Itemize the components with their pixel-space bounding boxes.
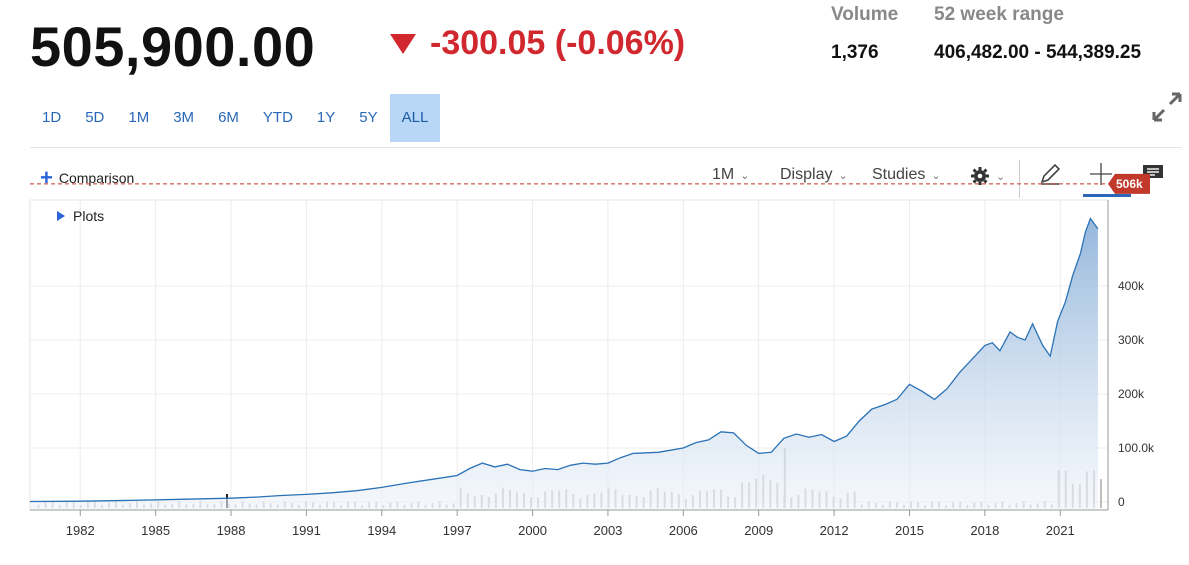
x-tick-label: 1985 [141,523,170,538]
x-tick-label: 2003 [593,523,622,538]
y-tick-label: 400k [1118,279,1145,293]
x-tick-label: 1997 [443,523,472,538]
interval-label: 1M [712,166,735,183]
x-tick-label: 1994 [367,523,396,538]
x-tick-label: 1991 [292,523,321,538]
x-tick-label: 2012 [820,523,849,538]
down-arrow-icon [390,33,416,54]
expand-icon[interactable] [1150,90,1184,124]
plots-label: Plots [73,208,105,224]
display-label: Display [780,166,833,183]
y-tick-label: 0 [1118,495,1125,509]
range-tabs: 1D 5D 1M 3M 6M YTD 1Y 5Y ALL [30,94,441,142]
plots-toggle[interactable]: Plots [57,208,104,224]
display-dropdown[interactable]: Display ⌄ [780,166,848,184]
range-tab-1d[interactable]: 1D [42,109,62,126]
range-tab-1y[interactable]: 1Y [316,109,336,126]
last-price-marker: 506k [1108,173,1150,194]
chevron-down-icon: ⌄ [996,170,1006,183]
toolbar-separator [1019,160,1020,198]
y-tick-label: 200k [1118,387,1145,401]
price-area [30,218,1098,509]
x-tick-label: 1988 [217,523,246,538]
chevron-down-icon: ⌄ [838,169,848,182]
range-tab-all[interactable]: ALL [389,94,441,142]
range-tab-6m[interactable]: 6M [218,109,239,126]
price-line [29,217,1099,503]
x-tick-label: 2018 [970,523,999,538]
range-tab-ytd[interactable]: YTD [262,109,293,126]
volume-value: 1,376 [831,42,879,63]
range-tab-5y[interactable]: 5Y [359,109,378,126]
plus-icon: + [40,165,53,190]
volume-bar [1099,479,1102,508]
comparison-label: Comparison [58,170,135,186]
crosshair-icon[interactable] [1090,163,1112,190]
x-tick-label: 1982 [66,523,95,538]
price-change: -300.05 (-0.06%) [390,24,685,63]
last-price: 505,900.00 [30,15,316,78]
chevron-down-icon: ⌄ [740,169,750,182]
studies-label: Studies [872,166,926,183]
interval-dropdown[interactable]: 1M ⌄ [712,166,749,184]
range-tab-1m[interactable]: 1M [128,109,150,126]
gear-icon [971,167,989,185]
crosshair-active-indicator [1083,194,1131,197]
y-tick-label: 300k [1118,333,1145,347]
range-value: 406,482.00 - 544,389.25 [934,42,1142,63]
chevron-down-icon: ⌄ [931,169,941,182]
settings-dropdown[interactable]: ⌄ [970,166,1005,186]
range-label: 52 week range [934,4,1064,25]
change-value: -300.05 (-0.06%) [430,24,686,62]
x-tick-label: 2009 [744,523,773,538]
x-tick-label: 2000 [518,523,547,538]
x-tick-label: 2006 [669,523,698,538]
range-tab-3m[interactable]: 3M [173,109,195,126]
volume-label: Volume [831,4,899,25]
x-tick-label: 2021 [1046,523,1075,538]
studies-dropdown[interactable]: Studies ⌄ [872,166,941,184]
range-tab-5d[interactable]: 5D [85,109,105,126]
toolbar-divider [30,147,1182,148]
y-tick-label: 100.0k [1118,441,1155,455]
expand-triangle-icon [57,211,65,221]
last-price-label: 506k [1116,177,1143,191]
x-tick-label: 2015 [895,523,924,538]
comparison-button[interactable]: + Comparison [40,165,135,190]
